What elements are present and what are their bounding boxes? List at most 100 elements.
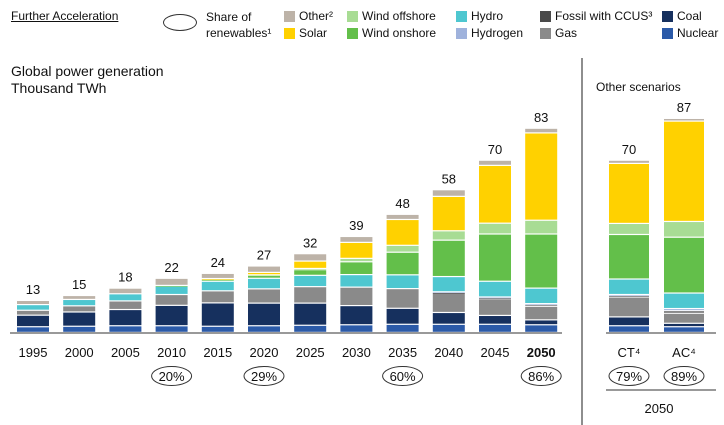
bar-segment-1995-coal <box>17 315 49 327</box>
legend-hydrogen-swatch <box>456 27 467 39</box>
total-label-2045: 70 <box>488 142 502 157</box>
legend-wind-onshore-swatch <box>347 27 358 39</box>
legend-coal-swatch <box>662 10 673 22</box>
category-label-2015: 2015 <box>203 345 232 360</box>
bar-segment-2030-coal <box>340 306 373 325</box>
legend-hydro-label: Hydro <box>471 9 504 23</box>
bar-segment-2050-hydrogen <box>525 304 558 305</box>
bar-segment-2035-gas <box>386 289 419 308</box>
category-label-2045: 2045 <box>481 345 510 360</box>
legend-hydro-swatch <box>456 10 467 22</box>
category-label-2005: 2005 <box>111 345 140 360</box>
bar-segment-2020-solar <box>248 272 280 275</box>
total-label-2005: 18 <box>118 270 132 285</box>
total-label-2035: 48 <box>395 196 409 211</box>
bar-segment-2025-coal <box>294 303 327 325</box>
bar-segment-2000-coal <box>63 312 96 326</box>
bar-segment-ct-wind_onshore <box>609 235 649 279</box>
bar-segment-2005-coal <box>109 310 142 326</box>
bar-segment-ac-fossil_ccus <box>664 311 704 313</box>
total-label-2020: 27 <box>257 248 271 263</box>
bar-segment-2005-hydro <box>109 294 142 301</box>
category-label-2025: 2025 <box>296 345 325 360</box>
bar-segment-ct-nuclear <box>609 326 649 332</box>
chart-unit-label: Thousand TWh <box>11 80 107 96</box>
bar-segment-ct-fossil_ccus <box>609 296 649 297</box>
share-oval-ac-icon <box>663 366 705 386</box>
scenario-tab-further-acceleration[interactable]: Further Acceleration <box>11 9 119 23</box>
bar-segment-2045-other <box>479 160 511 165</box>
bar-segment-2010-gas <box>155 295 188 305</box>
bar-segment-2015-solar <box>201 279 234 280</box>
bar-segment-2045-wind_offshore <box>479 223 511 234</box>
bar-segment-2040-gas <box>432 293 465 312</box>
total-label-2015: 24 <box>211 255 225 270</box>
category-label-ac: AC⁴ <box>672 345 696 360</box>
bar-segment-2040-solar <box>432 196 465 231</box>
legend-gas-swatch <box>540 27 551 39</box>
bar-segment-2045-hydrogen <box>479 297 511 299</box>
bar-segment-ct-coal <box>609 317 649 326</box>
total-label-ct: 70 <box>622 142 636 157</box>
bar-segment-2035-wind_offshore <box>386 245 419 252</box>
bar-segment-2030-nuclear <box>340 325 373 332</box>
bar-segment-2050-wind_onshore <box>525 234 558 288</box>
total-label-2025: 32 <box>303 235 317 250</box>
bar-segment-2000-nuclear <box>63 326 96 332</box>
bar-segment-ct-hydrogen <box>609 295 649 296</box>
bar-segment-2020-gas <box>248 289 280 303</box>
share-value-2035: 60% <box>390 369 416 384</box>
bar-segment-2040-hydro <box>432 277 465 292</box>
chart-title-main: Global power generation <box>11 63 164 79</box>
bar-segment-2030-wind_offshore <box>340 258 373 262</box>
bar-segment-2050-solar <box>525 133 558 220</box>
bar-segment-2030-wind_onshore <box>340 262 373 274</box>
bar-segment-2010-other <box>155 278 188 285</box>
legend-other: Other² <box>284 9 333 23</box>
bar-segment-2040-fossil_ccus <box>432 292 465 294</box>
chart-title: Global power generation Thousand TWh <box>11 63 164 97</box>
bar-segment-2040-hydrogen <box>432 292 465 294</box>
category-label-ct: CT⁴ <box>618 345 641 360</box>
share-oval-2035-icon <box>382 366 424 386</box>
bar-segment-2015-wind_onshore <box>201 279 234 281</box>
bar-segment-ac-wind_offshore <box>664 222 704 237</box>
category-label-2000: 2000 <box>65 345 94 360</box>
share-oval-2020-icon <box>243 366 285 386</box>
bar-segment-2025-wind_onshore <box>294 270 327 275</box>
category-label-2035: 2035 <box>388 345 417 360</box>
total-label-ac: 87 <box>677 100 691 115</box>
bar-segment-2030-hydro <box>340 275 373 287</box>
legend-fossil-ccus: Fossil with CCUS³ <box>540 9 652 23</box>
category-label-2020: 2020 <box>250 345 279 360</box>
bar-segment-2040-wind_onshore <box>432 240 465 276</box>
bar-segment-ct-gas <box>609 297 649 317</box>
bar-segment-ac-wind_onshore <box>664 237 704 293</box>
legend-gas: Gas <box>540 26 577 40</box>
bar-segment-ac-hydro <box>664 293 704 308</box>
bar-segment-2050-gas <box>525 306 558 320</box>
total-label-2010: 22 <box>164 260 178 275</box>
share-oval-2050-icon <box>520 366 562 386</box>
share-value-2010: 20% <box>159 369 185 384</box>
bar-segment-2025-gas <box>294 287 327 303</box>
bar-segment-2020-other <box>248 266 280 272</box>
category-label-1995: 1995 <box>19 345 48 360</box>
legend-hydro: Hydro <box>456 9 503 23</box>
bar-segment-2030-gas <box>340 287 373 305</box>
bar-segment-2020-wind_onshore <box>248 275 280 278</box>
bar-segment-2025-other <box>294 254 327 261</box>
scenario-year-label: 2050 <box>645 401 674 416</box>
bar-segment-2015-gas <box>201 291 234 303</box>
bar-segment-2015-other <box>201 273 234 278</box>
bar-segment-2000-hydro <box>63 300 96 306</box>
bar-segment-2025-nuclear <box>294 325 327 332</box>
bar-segment-2035-other <box>386 214 419 219</box>
bar-segment-2045-nuclear <box>479 324 511 332</box>
bar-segment-2040-other <box>432 190 465 196</box>
bar-segment-2045-wind_onshore <box>479 234 511 281</box>
legend-gas-label: Gas <box>555 26 578 40</box>
total-label-2040: 58 <box>442 171 456 186</box>
legend-hydrogen-label: Hydrogen <box>471 26 524 40</box>
